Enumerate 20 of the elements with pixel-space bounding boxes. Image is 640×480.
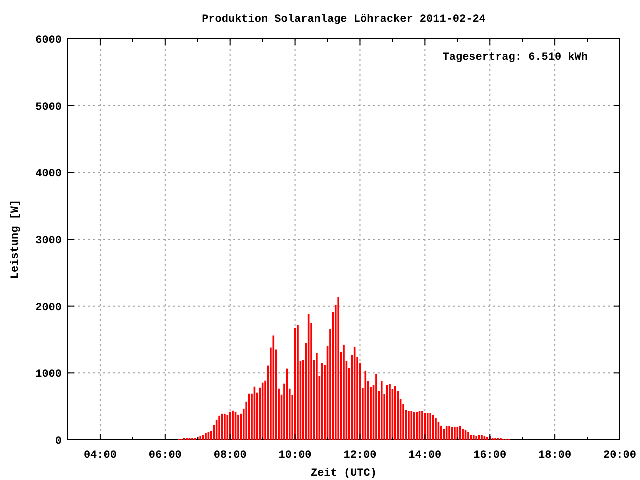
x-tick-label: 14:00 [408, 450, 442, 462]
y-tick-label: 5000 [36, 102, 62, 114]
y-tick-label: 4000 [36, 168, 62, 181]
x-tick-label: 06:00 [148, 450, 182, 462]
y-tick-label: 6000 [36, 35, 62, 47]
x-axis-title: Zeit (UTC) [310, 468, 378, 480]
y-tick-label: 0 [55, 436, 62, 448]
y-tick-label: 3000 [36, 236, 62, 248]
chart-title: Produktion Solaranlage Löhracker 2011-02-24 [202, 14, 486, 26]
x-tick-label: 18:00 [538, 450, 572, 462]
x-tick-label: 08:00 [214, 450, 247, 462]
x-tick-label: 12:00 [344, 450, 377, 462]
annotation: Tagesertrag: 6.510 kWh [442, 52, 588, 64]
y-axis-title: Leistung [W] [10, 200, 22, 280]
y-tick-label: 2000 [36, 302, 62, 314]
x-tick-label: 16:00 [474, 450, 507, 462]
y-tick-label: 1000 [36, 369, 62, 382]
x-tick-label: 04:00 [84, 450, 117, 462]
x-tick-label: 10:00 [278, 450, 312, 462]
x-tick-label: 20:00 [603, 450, 637, 462]
